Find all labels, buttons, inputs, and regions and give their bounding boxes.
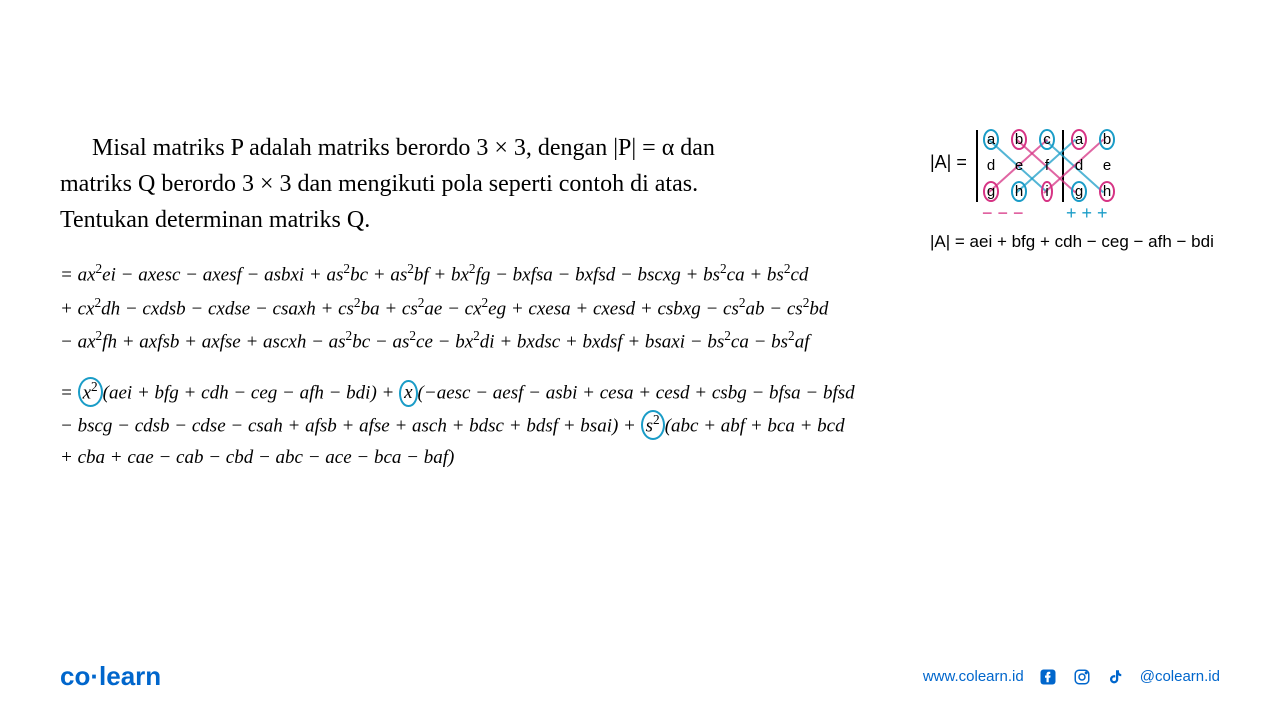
problem-line2: matriks Q berordo 3 × 3 dan mengikuti po… bbox=[60, 171, 698, 197]
problem-statement: Misal matriks P adalah matriks berordo 3… bbox=[60, 130, 740, 238]
det-a-label: |A| = bbox=[930, 152, 967, 173]
footer-links: www.colearn.id @colearn.id bbox=[923, 667, 1220, 687]
sarrus-diagram: |A| = a b c a b d e f d e g bbox=[930, 128, 1200, 252]
cell-1-1: e bbox=[1008, 154, 1030, 176]
circled-s2: s2 bbox=[641, 410, 665, 440]
problem-line3: Tentukan determinan matriks Q. bbox=[60, 207, 370, 233]
cell-1-4: e bbox=[1096, 154, 1118, 176]
cell-2-3: g bbox=[1068, 180, 1090, 202]
footer-handle: @colearn.id bbox=[1140, 668, 1220, 685]
brand-logo: co·learn bbox=[60, 661, 161, 692]
sarrus-matrix: |A| = a b c a b d e f d e g bbox=[980, 128, 1160, 206]
sarrus-formula: |A| = aei + bfg + cdh − ceg − afh − bdi bbox=[930, 232, 1200, 252]
cell-2-1: h bbox=[1008, 180, 1030, 202]
equation-expansion-2: = x2(aei + bfg + cdh − ceg − afh − bdi) … bbox=[0, 377, 1280, 475]
tiktok-icon bbox=[1106, 667, 1126, 687]
cell-0-3: a bbox=[1068, 128, 1090, 150]
cell-0-4: b bbox=[1096, 128, 1118, 150]
cell-1-2: f bbox=[1036, 154, 1058, 176]
cell-2-0: g bbox=[980, 180, 1002, 202]
cell-0-0: a bbox=[980, 128, 1002, 150]
circled-x: x bbox=[399, 380, 417, 407]
matrix-bar-left bbox=[976, 130, 978, 202]
cell-1-3: d bbox=[1068, 154, 1090, 176]
cell-0-1: b bbox=[1008, 128, 1030, 150]
circled-x2: x2 bbox=[78, 377, 103, 407]
cell-2-4: h bbox=[1096, 180, 1118, 202]
instagram-icon bbox=[1072, 667, 1092, 687]
facebook-icon bbox=[1038, 667, 1058, 687]
signs-negative: − − − bbox=[982, 203, 1024, 224]
matrix-bar-right bbox=[1062, 130, 1064, 202]
cell-2-2: i bbox=[1036, 180, 1058, 202]
signs-positive: + + + bbox=[1066, 203, 1108, 224]
footer-url: www.colearn.id bbox=[923, 668, 1024, 685]
equation-expansion-1: = ax2ei − axesc − axesf − asbxi + as2bc … bbox=[0, 258, 1280, 359]
cell-0-2: c bbox=[1036, 128, 1058, 150]
footer: co·learn www.colearn.id @colearn.id bbox=[0, 661, 1280, 692]
problem-line1: Misal matriks P adalah matriks berordo 3… bbox=[92, 135, 715, 161]
cell-1-0: d bbox=[980, 154, 1002, 176]
